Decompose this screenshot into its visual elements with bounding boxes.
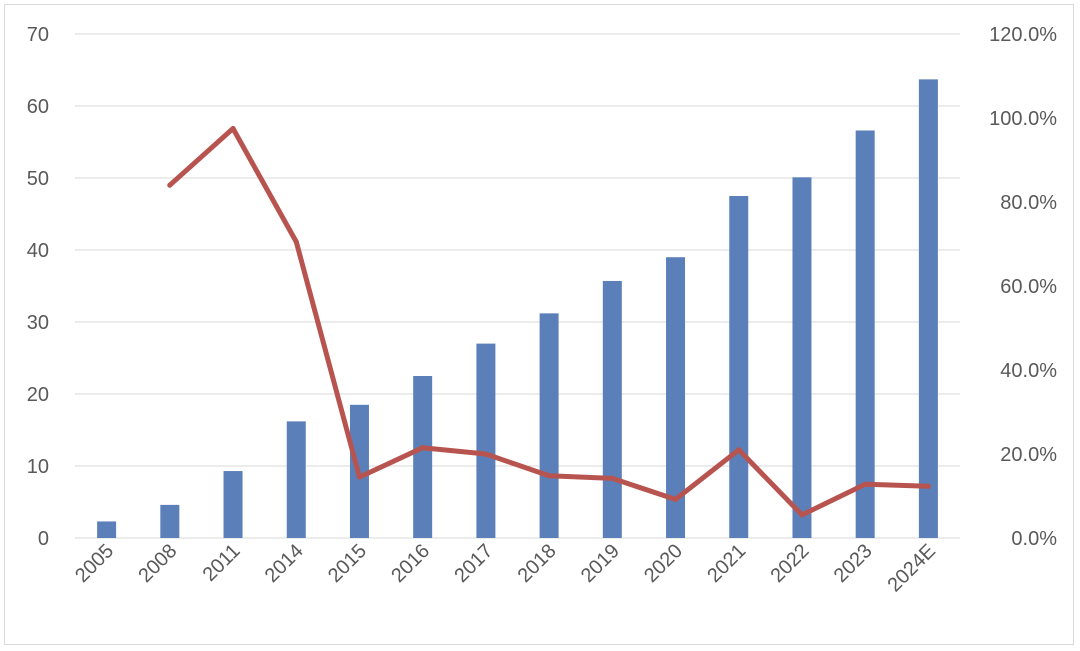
x-tick-label: 2008: [134, 540, 181, 587]
bar: [286, 421, 306, 538]
line-point: [293, 239, 299, 245]
x-tick-label: 2011: [199, 540, 245, 586]
x-tick-label: 2016: [387, 540, 434, 587]
x-tick-label: 2014: [261, 540, 308, 587]
line-point: [736, 447, 742, 453]
line-point: [420, 445, 426, 451]
bar: [855, 130, 875, 539]
y2-tick-label: 40.0%: [1000, 360, 1057, 382]
bar: [918, 79, 938, 539]
x-tick-label: 2005: [71, 540, 118, 587]
y-tick-label: 20: [27, 384, 49, 406]
x-tick-label: 2024E: [883, 540, 939, 596]
line-point: [167, 182, 173, 188]
y-tick-label: 70: [27, 24, 49, 46]
y2-tick-label: 120.0%: [989, 24, 1057, 46]
bar: [413, 376, 433, 538]
y2-tick-label: 100.0%: [989, 108, 1057, 130]
line-point: [546, 473, 552, 479]
bar: [476, 343, 496, 538]
bar: [97, 521, 117, 538]
y2-tick-label: 20.0%: [1000, 444, 1057, 466]
bar: [792, 177, 812, 538]
bar: [602, 280, 622, 538]
line-point: [925, 483, 931, 489]
y-tick-label: 60: [27, 96, 49, 118]
x-tick-label: 2015: [324, 540, 371, 587]
y-tick-label: 10: [27, 456, 49, 478]
y2-tick-label: 80.0%: [1000, 192, 1057, 214]
x-tick-label: 2017: [450, 540, 497, 587]
bar: [160, 504, 180, 538]
x-tick-label: 2018: [514, 540, 561, 587]
x-tick-label: 2023: [830, 540, 877, 587]
line-point: [609, 475, 615, 481]
x-tick-label: 2019: [577, 540, 624, 587]
x-tick-label: 2022: [766, 540, 813, 587]
line-point: [356, 474, 362, 480]
bar: [666, 257, 686, 538]
bar: [729, 196, 749, 538]
y-tick-label: 0: [38, 528, 49, 550]
line-point: [230, 126, 236, 131]
line-point: [799, 512, 805, 518]
x-tick-label: 2020: [640, 540, 687, 587]
bar: [539, 313, 559, 538]
line-point: [673, 496, 679, 502]
y-tick-label: 40: [27, 240, 49, 262]
bar: [223, 471, 243, 538]
y-tick-label: 50: [27, 168, 49, 190]
line-point: [483, 451, 489, 457]
y2-tick-label: 0.0%: [1011, 528, 1057, 550]
y-tick-label: 30: [27, 312, 49, 334]
y2-tick-label: 60.0%: [1000, 276, 1057, 298]
x-tick-label: 2021: [703, 540, 750, 587]
line-point: [862, 481, 868, 487]
